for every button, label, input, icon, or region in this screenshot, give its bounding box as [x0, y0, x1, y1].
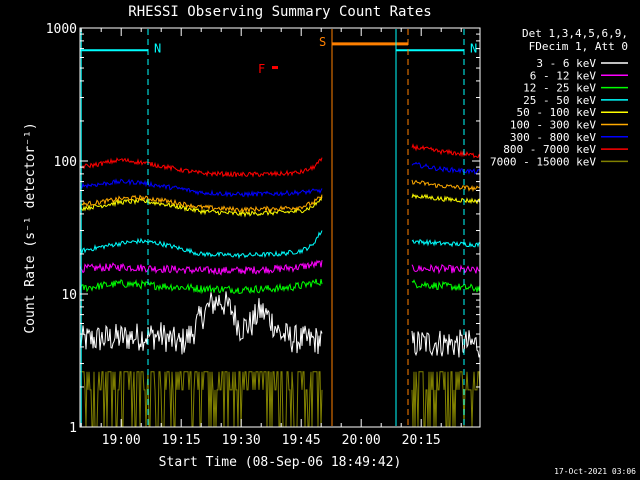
y-axis-label: Count Rate (s⁻¹ detector⁻¹) [23, 122, 38, 333]
series-line [411, 193, 481, 205]
legend-label: 12 - 25 keV [523, 82, 596, 95]
series-line [411, 161, 481, 175]
legend-label: 50 - 100 keV [517, 106, 597, 119]
legend-label: 800 - 7000 keV [503, 143, 596, 156]
series-line [411, 179, 481, 193]
x-tick-label: 19:00 [102, 433, 141, 448]
plot-frame [79, 27, 481, 428]
series-line [79, 157, 323, 178]
series-line [411, 263, 481, 275]
y-tick-label: 1000 [46, 22, 77, 37]
x-tick-label: 20:00 [342, 433, 381, 448]
series-line [79, 259, 323, 276]
flag-label: N [154, 41, 161, 55]
flag-label: F [258, 62, 265, 76]
series-line [79, 230, 323, 260]
legend-label: 25 - 50 keV [523, 94, 596, 107]
legend-label: 3 - 6 keV [536, 57, 596, 70]
series-line [411, 329, 481, 358]
series-line [79, 196, 323, 218]
legend-label: 300 - 800 keV [510, 131, 596, 144]
x-tick-label: 19:30 [222, 433, 261, 448]
legend-label: 6 - 12 keV [530, 69, 597, 82]
y-tick-label: 10 [61, 288, 77, 303]
flag-bar [272, 66, 278, 70]
x-axis-label: Start Time (08-Sep-06 18:49:42) [159, 455, 402, 470]
y-tick-label: 1 [69, 421, 77, 436]
series-line [79, 178, 323, 199]
y-tick-label: 100 [54, 155, 77, 170]
series-line [79, 278, 323, 295]
flag-label: S [319, 35, 326, 49]
series-line [79, 194, 323, 214]
x-tick-label: 19:15 [162, 433, 201, 448]
x-tick-label: 20:15 [402, 433, 441, 448]
series-line [79, 291, 323, 355]
legend-header: FDecim 1, Att 0 [529, 40, 628, 53]
legend-label: 100 - 300 keV [510, 119, 596, 132]
series-line [411, 238, 481, 248]
legend-label: 7000 - 15000 keV [490, 155, 596, 168]
legend-header: Det 1,3,4,5,6,9, [522, 27, 628, 40]
flag-label: N [470, 41, 477, 55]
series-line [411, 143, 481, 159]
x-tick-label: 19:45 [282, 433, 321, 448]
legend: Det 1,3,4,5,6,9,FDecim 1, Att 0 3 - 6 keV… [490, 27, 628, 168]
series-line [411, 279, 481, 293]
chart-title: RHESSI Observing Summary Count Rates [128, 4, 431, 20]
footer-date: 17-Oct-2021 03:06 [554, 467, 636, 476]
